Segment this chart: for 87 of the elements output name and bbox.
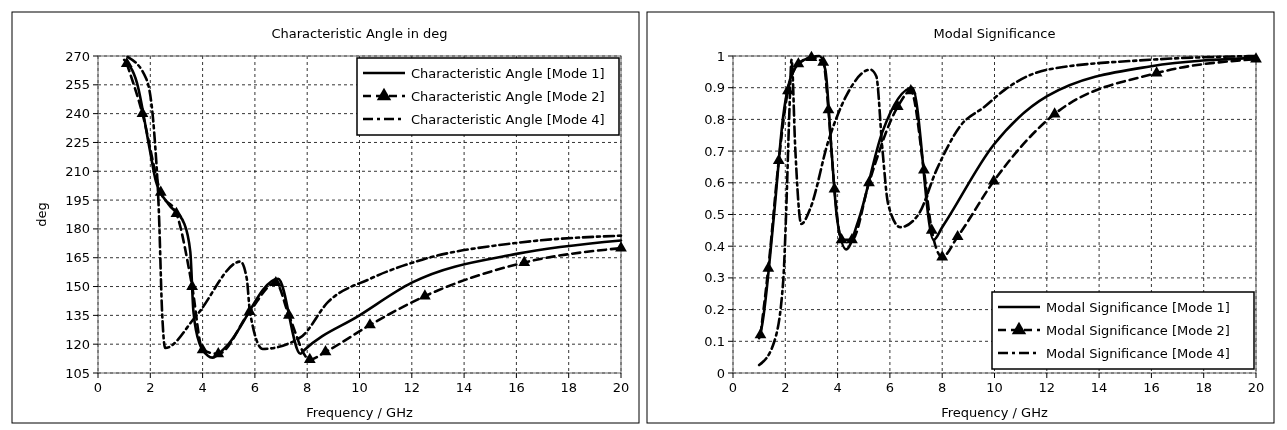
point <box>762 261 775 272</box>
point <box>754 328 767 339</box>
chart-title: Characteristic Angle in deg <box>271 26 448 41</box>
x-tick-label: 18 <box>1195 380 1212 395</box>
legend-label: Characteristic Angle [Mode 4] <box>411 112 605 127</box>
x-tick-label: 12 <box>1038 380 1056 395</box>
point <box>822 103 835 114</box>
y-axis-title: deg <box>34 202 49 227</box>
x-tick-label: 10 <box>351 380 368 395</box>
point <box>518 255 531 266</box>
point <box>1150 66 1163 77</box>
y-tick-label: 150 <box>65 279 90 295</box>
y-tick-label: 0.5 <box>704 207 725 222</box>
x-tick-label: 4 <box>833 380 842 395</box>
point <box>835 233 848 244</box>
point <box>987 174 1000 185</box>
y-tick-label: 210 <box>65 163 90 179</box>
point <box>805 50 818 61</box>
y-tick-label: 255 <box>65 77 90 93</box>
x-tick-label: 12 <box>403 380 421 395</box>
x-tick-label: 0 <box>93 380 103 395</box>
y-tick-label: 0.7 <box>704 143 725 159</box>
legend-label: Characteristic Angle [Mode 1] <box>411 66 605 81</box>
y-tick-label: 105 <box>65 365 90 381</box>
y-tick-label: 180 <box>65 221 90 237</box>
x-tick-label: 6 <box>250 380 260 395</box>
y-tick-label: 240 <box>65 106 90 122</box>
y-tick-label: 120 <box>65 336 90 352</box>
x-tick-label: 10 <box>986 380 1003 395</box>
point <box>196 343 209 354</box>
point <box>364 318 376 329</box>
x-tick-label: 6 <box>885 380 895 395</box>
point <box>925 223 938 234</box>
y-tick-label: 0.6 <box>704 175 725 191</box>
point <box>418 289 431 300</box>
y-tick-label: 0.1 <box>704 333 725 349</box>
x-tick-label: 14 <box>1090 380 1108 395</box>
x-tick-label: 4 <box>198 380 207 395</box>
point <box>936 250 949 261</box>
y-tick-label: 0.4 <box>704 238 725 254</box>
y-tick-label: 0.9 <box>704 80 725 96</box>
y-tick-label: 0 <box>716 365 725 381</box>
legend-label: Modal Significance [Mode 1] <box>1046 300 1230 315</box>
point <box>120 56 133 68</box>
y-tick-label: 0.3 <box>704 270 725 286</box>
chart-title: Modal Significance <box>933 26 1056 41</box>
point <box>904 84 917 95</box>
y-tick-label: 270 <box>65 48 90 64</box>
point <box>283 308 295 319</box>
point <box>918 163 930 174</box>
legend-label: Modal Significance [Mode 4] <box>1046 346 1230 361</box>
point <box>846 233 858 244</box>
y-tick-label: 0.2 <box>704 302 725 318</box>
x-tick-label: 14 <box>455 380 473 395</box>
x-tick-label: 2 <box>146 380 155 395</box>
x-tick-label: 20 <box>612 380 630 395</box>
y-tick-label: 165 <box>65 250 90 266</box>
point <box>951 229 964 241</box>
x-tick-label: 16 <box>1143 380 1160 395</box>
y-tick-label: 135 <box>65 307 90 323</box>
point <box>154 185 167 196</box>
x-axis-title: Frequency / GHz <box>941 405 1048 420</box>
point <box>863 176 875 187</box>
y-tick-label: 225 <box>65 134 90 150</box>
point <box>319 345 332 356</box>
point <box>303 352 316 363</box>
point <box>170 206 183 217</box>
x-tick-label: 8 <box>303 380 312 395</box>
x-tick-label: 20 <box>1247 380 1265 395</box>
point <box>817 55 830 66</box>
y-tick-label: 0.8 <box>704 111 725 127</box>
x-axis-title: Frequency / GHz <box>306 405 413 420</box>
x-tick-label: 16 <box>508 380 525 395</box>
x-tick-label: 2 <box>781 380 790 395</box>
x-tick-label: 8 <box>938 380 947 395</box>
y-tick-label: 195 <box>65 192 90 208</box>
legend-label: Modal Significance [Mode 2] <box>1046 323 1230 338</box>
point <box>212 346 225 358</box>
point <box>1048 107 1061 118</box>
x-tick-label: 18 <box>560 380 577 395</box>
y-tick-label: 1 <box>716 48 725 64</box>
point <box>1250 52 1262 63</box>
legend-label: Characteristic Angle [Mode 2] <box>411 89 605 104</box>
point <box>828 182 841 193</box>
point <box>792 57 805 68</box>
x-tick-label: 0 <box>728 380 738 395</box>
point <box>615 241 627 252</box>
